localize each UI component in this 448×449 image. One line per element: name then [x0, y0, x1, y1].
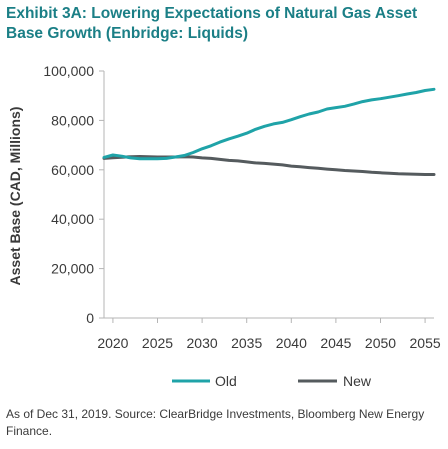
- x-tick-label: 2030: [187, 335, 218, 351]
- y-axis-title: Asset Base (CAD, Millions): [7, 107, 23, 286]
- y-tick-label: 0: [86, 310, 94, 326]
- x-tick-label: 2055: [410, 335, 441, 351]
- x-tick-label: 2045: [320, 335, 351, 351]
- x-tick-label: 2025: [142, 335, 173, 351]
- legend-label-new: New: [343, 373, 372, 389]
- y-tick-label: 60,000: [51, 162, 94, 178]
- chart-title: Exhibit 3A: Lowering Expectations of Nat…: [6, 5, 418, 42]
- line-chart: Asset Base (CAD, Millions) 0 20,000 40,000…: [7, 63, 441, 389]
- legend-label-old: Old: [215, 373, 237, 389]
- x-axis-ticks: 2020 2025 2030 2035 2040 2045 2050 2055: [97, 318, 441, 351]
- x-tick-label: 2050: [365, 335, 396, 351]
- series-line-new: [102, 155, 436, 176]
- x-tick-label: 2020: [97, 335, 128, 351]
- series-layer: [102, 87, 436, 176]
- x-tick-label: 2035: [231, 335, 262, 351]
- y-tick-label: 80,000: [51, 112, 94, 128]
- x-tick-label: 2040: [276, 335, 307, 351]
- y-tick-label: 100,000: [43, 63, 94, 79]
- y-axis-ticks: 0 20,000 40,000 60,000 80,000 100,000: [43, 63, 104, 326]
- source-footnote: As of Dec 31, 2019. Source: ClearBridge …: [6, 407, 425, 438]
- y-tick-label: 40,000: [51, 211, 94, 227]
- series-line-old: [102, 87, 436, 161]
- y-tick-label: 20,000: [51, 261, 94, 277]
- legend: Old New: [172, 373, 372, 389]
